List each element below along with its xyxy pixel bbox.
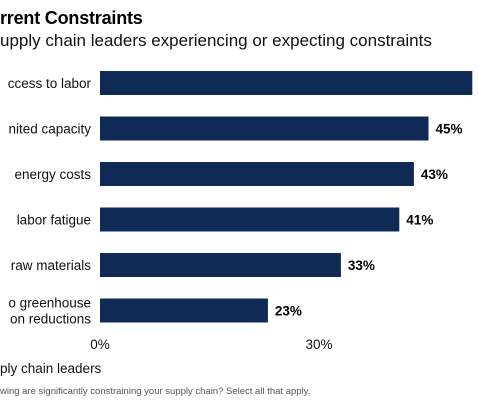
x-tick-label: 0% <box>90 337 110 352</box>
category-label: nited capacity <box>8 122 91 137</box>
bar <box>100 253 341 277</box>
chart-subtitle: upply chain leaders experiencing or expe… <box>0 31 432 50</box>
bar <box>100 162 414 186</box>
category-label: ccess to labor <box>8 76 92 91</box>
category-label: labor fatigue <box>17 213 91 228</box>
x-axis-title: ply chain leaders <box>0 361 102 376</box>
chart-title: rrent Constraints <box>0 8 143 28</box>
category-label: on reductions <box>10 312 91 327</box>
data-label: 43% <box>421 167 448 182</box>
data-label: 33% <box>348 258 375 273</box>
bar <box>100 298 268 323</box>
data-label: 45% <box>436 122 463 137</box>
bar <box>100 207 400 232</box>
bar <box>100 71 473 95</box>
survey-question-footnote: wing are significantly constraining your… <box>0 386 311 397</box>
category-label: energy costs <box>14 167 91 182</box>
data-label: 41% <box>406 213 433 228</box>
data-label: 23% <box>275 304 302 319</box>
category-label: o greenhouse <box>8 296 91 311</box>
category-label: raw materials <box>11 258 92 273</box>
x-tick-label: 30% <box>305 337 332 352</box>
bar <box>100 116 429 141</box>
